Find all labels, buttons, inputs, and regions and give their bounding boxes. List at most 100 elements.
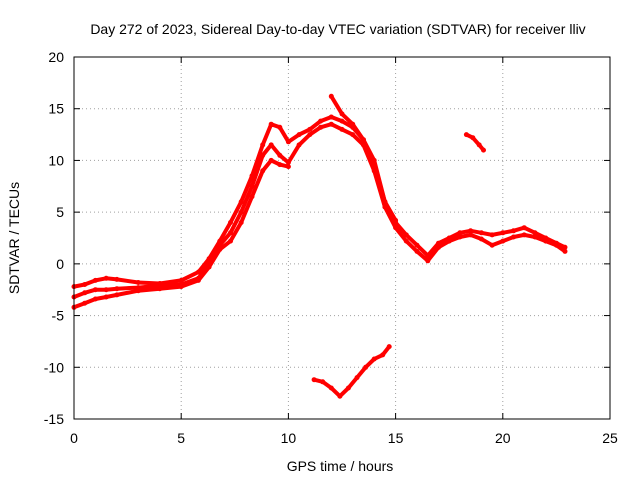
- data-point-track-b: [277, 152, 283, 158]
- series-line-track-f: [312, 344, 392, 399]
- data-point-track-d: [382, 199, 388, 205]
- data-point-track-c: [135, 288, 141, 294]
- y-tick-label: 15: [48, 101, 64, 117]
- data-point-track-b: [403, 238, 409, 244]
- data-point-track-f: [328, 385, 334, 391]
- data-point-track-a: [114, 276, 120, 282]
- x-tick-label: 0: [70, 430, 78, 446]
- data-point-track-a: [238, 199, 244, 205]
- data-point-track-a: [228, 220, 233, 225]
- data-point-track-b: [532, 234, 538, 240]
- data-point-track-a: [468, 228, 474, 234]
- data-point-track-b: [543, 238, 549, 244]
- data-point-track-c: [217, 246, 223, 252]
- data-point-track-b: [114, 286, 120, 292]
- data-point-track-d: [360, 137, 366, 143]
- data-point-track-b: [446, 238, 452, 244]
- data-point-track-f: [345, 385, 351, 391]
- data-point-track-a: [500, 230, 506, 236]
- data-point-track-c: [268, 157, 274, 163]
- data-point-track-a: [260, 142, 266, 148]
- axis-ticks: 0 5 10 15 20 25 -15 -10 -5 0 5 10 15 20: [44, 49, 618, 446]
- data-point-track-b: [414, 248, 420, 254]
- data-point-track-f: [363, 364, 369, 370]
- data-point-track-b: [425, 258, 431, 264]
- data-point-track-a: [277, 124, 283, 130]
- data-point-track-a: [285, 139, 291, 145]
- data-point-track-e: [476, 142, 482, 148]
- data-point-track-d: [339, 111, 345, 117]
- data-point-track-e: [481, 147, 486, 153]
- data-point-track-c: [206, 264, 212, 270]
- series-layer: [71, 93, 568, 399]
- data-point-track-b: [328, 121, 334, 127]
- data-point-track-f: [320, 379, 326, 385]
- y-tick-label: -5: [52, 308, 65, 324]
- y-axis-label: SDTVAR / TECUs: [6, 182, 22, 294]
- data-point-track-a: [82, 282, 88, 287]
- data-point-track-f: [371, 356, 377, 362]
- data-point-track-c: [92, 296, 98, 302]
- data-point-track-c: [228, 238, 233, 244]
- y-tick-label: 5: [56, 204, 64, 220]
- data-point-track-b: [249, 183, 255, 189]
- data-point-track-b: [228, 230, 233, 236]
- y-tick-label: -10: [44, 359, 64, 375]
- data-point-track-b: [562, 248, 568, 254]
- data-point-track-c: [157, 286, 163, 292]
- data-point-track-b: [468, 232, 474, 238]
- series-line-track-a: [72, 115, 567, 289]
- data-point-track-c: [249, 194, 255, 200]
- x-tick-label: 20: [495, 430, 511, 446]
- data-point-track-b: [339, 126, 345, 132]
- data-point-track-f: [311, 377, 317, 383]
- data-point-track-e: [463, 132, 469, 138]
- data-point-track-f: [380, 352, 386, 358]
- data-point-track-c: [114, 292, 120, 298]
- data-point-track-b: [268, 142, 274, 148]
- data-point-track-b: [307, 132, 313, 138]
- data-point-track-a: [478, 230, 484, 236]
- data-point-track-c: [178, 284, 184, 290]
- chart-title: Day 272 of 2023, Sidereal Day-to-day VTE…: [90, 21, 585, 37]
- data-point-track-b: [436, 244, 441, 250]
- series-line-track-b: [72, 122, 567, 299]
- data-point-track-b: [511, 234, 516, 240]
- series-line-track-e: [464, 132, 486, 153]
- x-tick-label: 10: [281, 430, 297, 446]
- data-point-track-d: [371, 163, 377, 169]
- data-point-track-a: [135, 280, 141, 285]
- data-point-track-a: [532, 230, 538, 236]
- data-point-track-a: [414, 242, 420, 248]
- data-point-track-d: [393, 217, 399, 223]
- data-point-track-b: [82, 290, 88, 296]
- data-point-track-b: [553, 242, 559, 248]
- data-point-track-b: [500, 238, 506, 244]
- data-point-track-b: [478, 236, 484, 242]
- data-point-track-a: [403, 232, 409, 238]
- data-point-track-d: [328, 93, 334, 99]
- data-point-track-c: [195, 277, 201, 283]
- data-point-track-b: [393, 225, 399, 231]
- data-point-track-b: [103, 287, 109, 293]
- data-point-track-b: [489, 242, 495, 248]
- data-point-track-a: [318, 118, 324, 124]
- data-point-track-b: [318, 124, 324, 130]
- y-tick-label: 0: [56, 256, 64, 272]
- data-point-track-a: [457, 230, 463, 236]
- data-point-track-f: [354, 375, 360, 381]
- data-point-track-b: [92, 287, 98, 293]
- y-tick-label: 10: [48, 152, 64, 168]
- data-point-track-b: [260, 152, 266, 158]
- data-point-track-a: [268, 121, 274, 127]
- data-point-track-a: [328, 114, 334, 120]
- grid-lines: [74, 57, 610, 419]
- data-point-track-c: [277, 162, 283, 168]
- data-point-track-c: [238, 220, 244, 225]
- data-point-track-b: [296, 142, 302, 148]
- x-tick-label: 5: [177, 430, 185, 446]
- data-point-track-b: [521, 232, 527, 238]
- data-point-track-a: [178, 277, 184, 283]
- y-tick-label: -15: [44, 411, 64, 427]
